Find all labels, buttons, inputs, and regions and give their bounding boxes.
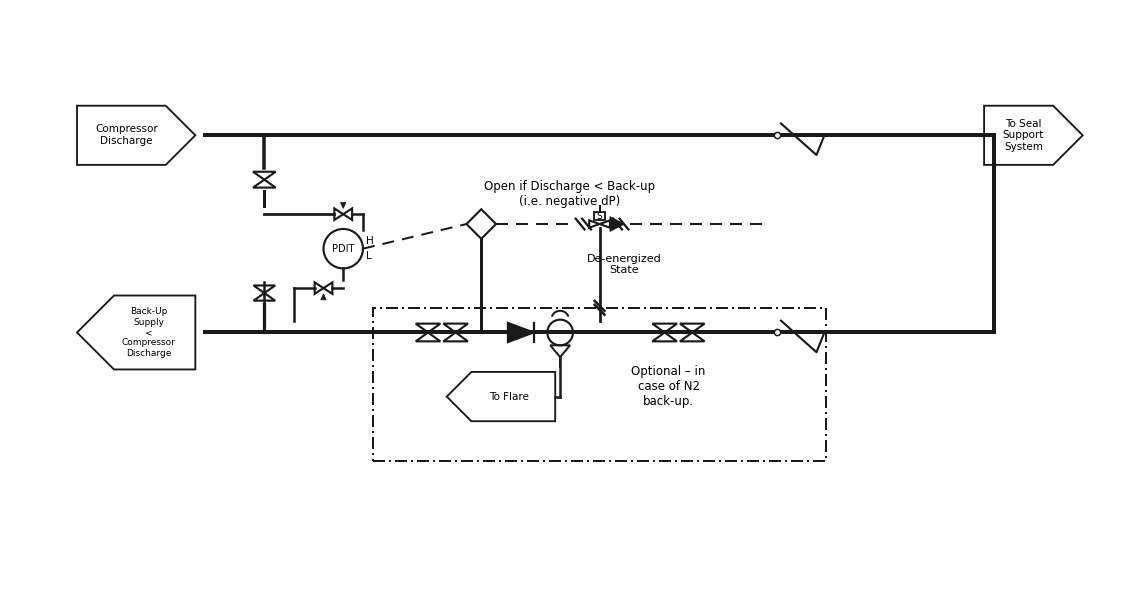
Bar (373, 308, 826, 461)
Text: Back-Up
Supply
<
Compressor
Discharge: Back-Up Supply < Compressor Discharge (122, 307, 176, 358)
Text: De-energized
State: De-energized State (587, 254, 661, 275)
Polygon shape (610, 216, 625, 231)
Polygon shape (508, 323, 534, 342)
Text: L: L (366, 251, 372, 261)
Polygon shape (320, 294, 326, 300)
Text: To Flare: To Flare (489, 391, 529, 401)
Text: H: H (366, 236, 374, 246)
Text: S: S (596, 212, 602, 221)
Text: Compressor
Discharge: Compressor Discharge (95, 125, 157, 146)
Polygon shape (341, 202, 347, 208)
Text: Open if Discharge < Back-up
(i.e. negative dP): Open if Discharge < Back-up (i.e. negati… (484, 180, 656, 209)
Text: To Seal
Support
System: To Seal Support System (1003, 119, 1044, 152)
Text: PDIT: PDIT (332, 244, 355, 254)
Bar (594, 212, 605, 221)
Text: Optional – in
case of N2
back-up.: Optional – in case of N2 back-up. (632, 365, 706, 408)
